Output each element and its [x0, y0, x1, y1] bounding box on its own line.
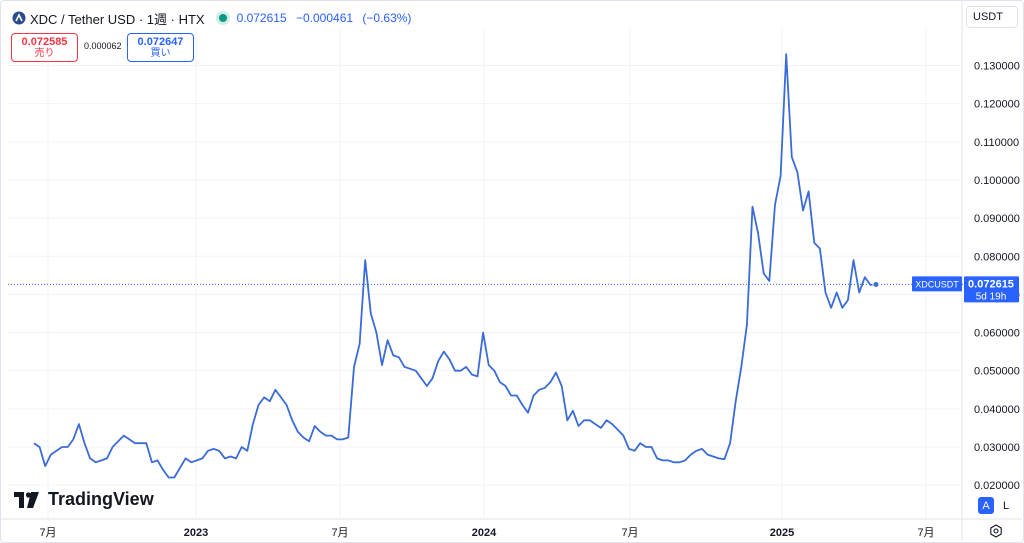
- xdc-logo-icon: [12, 11, 26, 25]
- y-tick-label: 0.020000: [974, 480, 1020, 492]
- tradingview-logo-icon: [14, 491, 39, 508]
- y-tick-label: 0.080000: [974, 251, 1020, 263]
- buy-price: 0.072647: [137, 35, 184, 48]
- buy-label: 買い: [150, 47, 171, 59]
- auto-scale-button[interactable]: A: [978, 497, 994, 514]
- log-scale-button[interactable]: L: [1002, 499, 1010, 512]
- market-open-indicator: [218, 14, 227, 22]
- y-tick-label: 0.100000: [974, 175, 1020, 187]
- y-tick-label: 0.130000: [974, 61, 1020, 73]
- x-tick-label: 2024: [472, 527, 497, 539]
- tradingview-logo[interactable]: TradingView: [14, 489, 154, 510]
- symbol-tag-bg: [912, 276, 962, 292]
- sell-button[interactable]: 0.072585 売り: [11, 33, 78, 62]
- sell-price: 0.072585: [21, 35, 68, 48]
- x-tick-label: 2025: [770, 527, 794, 539]
- symbol-tag: XDCUSDT: [915, 279, 959, 289]
- last-price-tag-bg: [964, 276, 1019, 303]
- price-change: −0.000461: [295, 11, 354, 25]
- x-tick-label: 7月: [39, 527, 56, 539]
- x-tick-label: 7月: [621, 527, 638, 539]
- price-series-line: [33, 53, 877, 479]
- currency-label: USDT: [973, 11, 1003, 23]
- x-tick-label: 7月: [917, 527, 934, 539]
- y-tick-label: 0.110000: [974, 137, 1019, 149]
- sell-label: 売り: [34, 47, 55, 59]
- last-price-marker: [872, 280, 880, 288]
- y-tick-label: 0.050000: [974, 366, 1020, 378]
- y-tick-label: 0.040000: [974, 404, 1020, 416]
- y-tick-label: 0.060000: [974, 328, 1020, 340]
- x-tick-label: 2023: [184, 527, 208, 539]
- bar-countdown: 5d 19h: [976, 291, 1007, 302]
- x-tick-label: 7月: [331, 527, 348, 539]
- symbol-title[interactable]: XDC / Tether USD · 1週 · HTX: [30, 11, 205, 27]
- spread-value: 0.000062: [84, 41, 122, 51]
- chart-header: XDC / Tether USD · 1週 · HTX 0.072615 −0.…: [12, 9, 417, 27]
- brand-name: TradingView: [48, 489, 154, 509]
- buy-button[interactable]: 0.072647 買い: [127, 33, 194, 62]
- currency-select[interactable]: USDT: [966, 6, 1018, 28]
- quote-readout: 0.072615 −0.000461 (−0.63%): [237, 11, 418, 25]
- settings-gear-icon[interactable]: [989, 524, 1003, 538]
- price-change-pct: (−0.63%): [362, 11, 412, 25]
- y-tick-label: 0.120000: [974, 99, 1020, 111]
- y-tick-label: 0.030000: [974, 442, 1020, 454]
- y-tick-label: 0.090000: [974, 213, 1020, 225]
- last-price-tag: 0.072615: [968, 278, 1014, 290]
- last-price: 0.072615: [236, 11, 287, 25]
